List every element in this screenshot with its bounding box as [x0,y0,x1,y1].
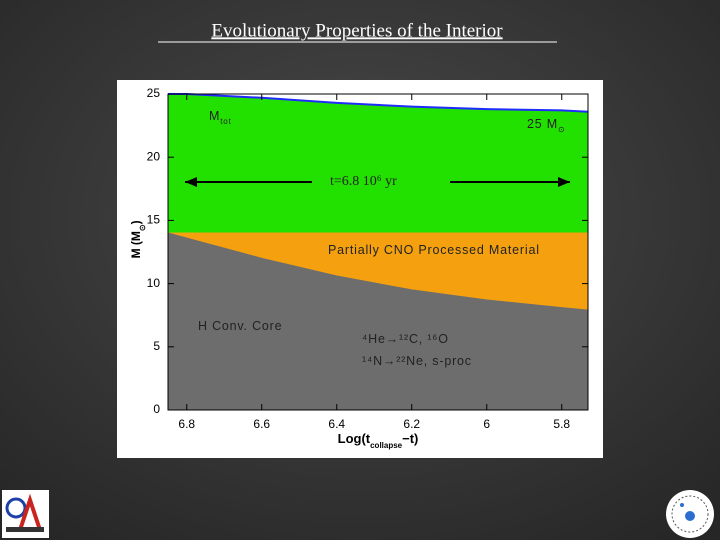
y-tick-label: 0 [153,402,160,416]
annotation-part: tot [220,117,231,126]
y-tick-label: 10 [147,276,161,290]
y-axis-label-part: ) [129,220,143,224]
boundary-line [168,93,589,113]
y-axis-label-part: ⊙ [138,224,147,231]
arrow-head [185,177,197,187]
y-axis-label: M (M⊙) [129,220,147,258]
x-axis-label-part: −t) [402,431,418,446]
annotation: Mtot [209,109,232,125]
plot: 0 5 10 15 20 25 6.8 6.6 6.4 6.2 6 5.8 Log(tcollapse−… [129,86,589,450]
y-tick-label: 25 [147,86,161,100]
logo-right [666,490,714,538]
y-tick-label: 5 [153,339,160,353]
annotation-part: ⁴He→¹²C, ¹⁶O [362,332,449,346]
y-tick-label: 15 [147,213,161,227]
x-axis-label-part: collapse [370,441,403,450]
annotation-part: M [209,109,220,123]
slide-title: Evolutionary Properties of the Interior [211,20,503,41]
annotation: Partially CNO Processed Material [328,243,540,257]
area [168,233,588,410]
x-tick-label: 6 [483,417,490,431]
y-tick-label: 20 [147,149,161,163]
x-axis-label-part: Log(t [338,431,371,446]
y-axis-label-part: M (M [129,231,143,258]
annotation: ¹⁴N→²²Ne, s-proc [362,354,472,368]
annotation: 25 M⊙ [527,117,566,133]
annotation-part: H Conv. Core [198,319,282,333]
annotation: t=6.8 10⁶ yr [330,174,397,189]
x-tick-label: 6.6 [253,417,270,431]
annotation: H Conv. Core [198,319,282,333]
logo-left [2,490,49,538]
x-tick-label: 6.8 [178,417,195,431]
annotation: ⁴He→¹²C, ¹⁶O [362,332,449,346]
annotation-part: 25 M [527,117,558,131]
annotation-part: Partially CNO Processed Material [328,243,540,257]
x-tick-label: 6.4 [328,417,345,431]
x-tick-label: 5.8 [553,417,570,431]
annotation-part: ⊙ [558,125,566,134]
annotation-part: t=6.8 10⁶ yr [330,174,397,189]
arrow-head [558,177,570,187]
plot-frame [167,93,589,411]
x-tick-label: 6.2 [403,417,420,431]
boundary-line [167,232,589,311]
x-axis-label: Log(tcollapse−t) [338,431,419,450]
annotation-part: ¹⁴N→²²Ne, s-proc [362,354,472,368]
